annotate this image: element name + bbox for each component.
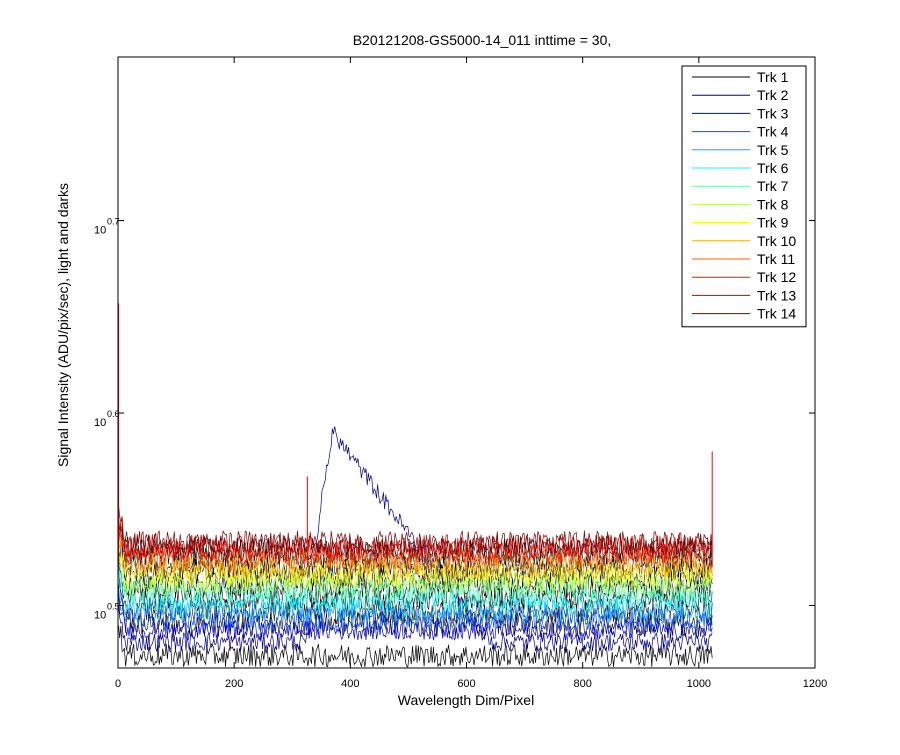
series-line-trk-6 — [118, 570, 713, 612]
series-line-trk-1 — [118, 625, 713, 668]
legend-entry-label: Trk 14 — [757, 306, 796, 322]
y-tick-label-exponent: 0.5 — [107, 601, 120, 611]
series-line-trk-8 — [118, 556, 713, 595]
legend-entry-label: Trk 12 — [757, 269, 796, 285]
dark-series-line — [118, 578, 713, 625]
x-tick-label: 400 — [341, 678, 359, 690]
x-tick-label: 0 — [115, 678, 121, 690]
legend-box — [681, 65, 807, 328]
y-tick-label-exponent: 0.7 — [107, 217, 120, 227]
legend-entry-label: Trk 11 — [757, 251, 795, 267]
series-line-trk-7 — [118, 553, 713, 602]
legend-entry-label: Trk 3 — [757, 105, 789, 121]
legend: Trk 1 Trk 2 Trk 3 Trk 4 Trk 5 Trk 6 Trk 7 Trk 8… — [681, 65, 807, 328]
y-tick-label-exponent: 0.6 — [107, 409, 120, 419]
legend-entry-label: Trk 1 — [757, 69, 789, 85]
legend-entry-label: Trk 10 — [757, 233, 796, 249]
legend-entry-label: Trk 2 — [757, 87, 789, 103]
legend-entry-label: Trk 13 — [757, 287, 796, 303]
series-line-trk-5 — [118, 567, 713, 622]
x-tick-label: 1200 — [803, 678, 827, 690]
series-line-trk-4 — [118, 589, 713, 632]
legend-entry-label: Trk 6 — [757, 160, 789, 176]
legend-entry-label: Trk 7 — [757, 178, 789, 194]
legend-entry-label: Trk 9 — [757, 215, 789, 231]
y-tick-label-base: 10 — [94, 609, 106, 621]
series-line-trk-14 — [118, 505, 713, 555]
series-layer — [118, 303, 713, 668]
dark-series-line — [118, 533, 713, 581]
x-axis: 0 200 400 600 800 1000 1200 — [115, 57, 827, 690]
y-axis-label: Signal Intensity (ADU/pix/sec), light an… — [55, 183, 71, 467]
series-line-trk-3 — [118, 592, 713, 642]
legend-entry-label: Trk 5 — [757, 142, 789, 158]
y-tick-label-base: 10 — [94, 225, 106, 237]
legend-entry-label: Trk 8 — [757, 196, 789, 212]
x-axis-label: Wavelength Dim/Pixel — [398, 692, 534, 708]
x-tick-label: 800 — [573, 678, 591, 690]
legend-entry-label: Trk 4 — [757, 124, 789, 140]
series-line-trk-12 — [118, 521, 713, 564]
x-tick-label: 1000 — [687, 678, 711, 690]
y-tick-label-base: 10 — [94, 417, 106, 429]
x-tick-label: 600 — [457, 678, 475, 690]
series-line-trk-13 — [118, 514, 713, 558]
x-tick-label: 200 — [225, 678, 243, 690]
chart-title: B20121208-GS5000-14_011 inttime = 30, — [353, 32, 612, 48]
